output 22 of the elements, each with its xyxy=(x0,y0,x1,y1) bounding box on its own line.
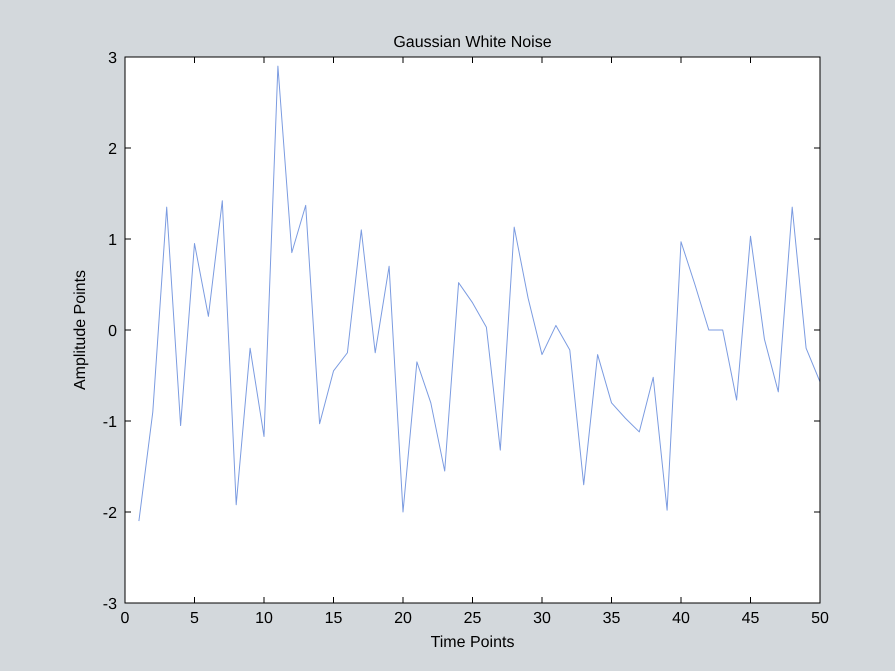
y-tick-label: 0 xyxy=(108,323,118,340)
y-tick-label: 3 xyxy=(108,50,118,67)
x-axis-title: Time Points xyxy=(430,634,514,651)
y-tick-label: -1 xyxy=(102,414,118,431)
x-tick-label: 20 xyxy=(394,610,412,627)
y-tick-label: 2 xyxy=(108,141,118,158)
line-series xyxy=(138,66,820,522)
y-tick-label: -2 xyxy=(102,505,118,522)
y-axis-title: Amplitude Points xyxy=(72,270,89,390)
x-tick-label: 10 xyxy=(255,610,273,627)
x-tick-label: 0 xyxy=(120,610,130,627)
x-tick-label: 40 xyxy=(672,610,690,627)
y-tick-label: -3 xyxy=(102,596,118,613)
x-tick-label: 30 xyxy=(533,610,551,627)
x-tick-label: 25 xyxy=(464,610,482,627)
x-tick-label: 5 xyxy=(190,610,200,627)
x-tick-label: 15 xyxy=(324,610,342,627)
y-tick-label: 1 xyxy=(108,232,118,249)
x-tick-label: 50 xyxy=(811,610,829,627)
chart-title: Gaussian White Noise xyxy=(393,34,552,51)
x-tick-label: 45 xyxy=(742,610,760,627)
x-tick-label: 35 xyxy=(602,610,620,627)
